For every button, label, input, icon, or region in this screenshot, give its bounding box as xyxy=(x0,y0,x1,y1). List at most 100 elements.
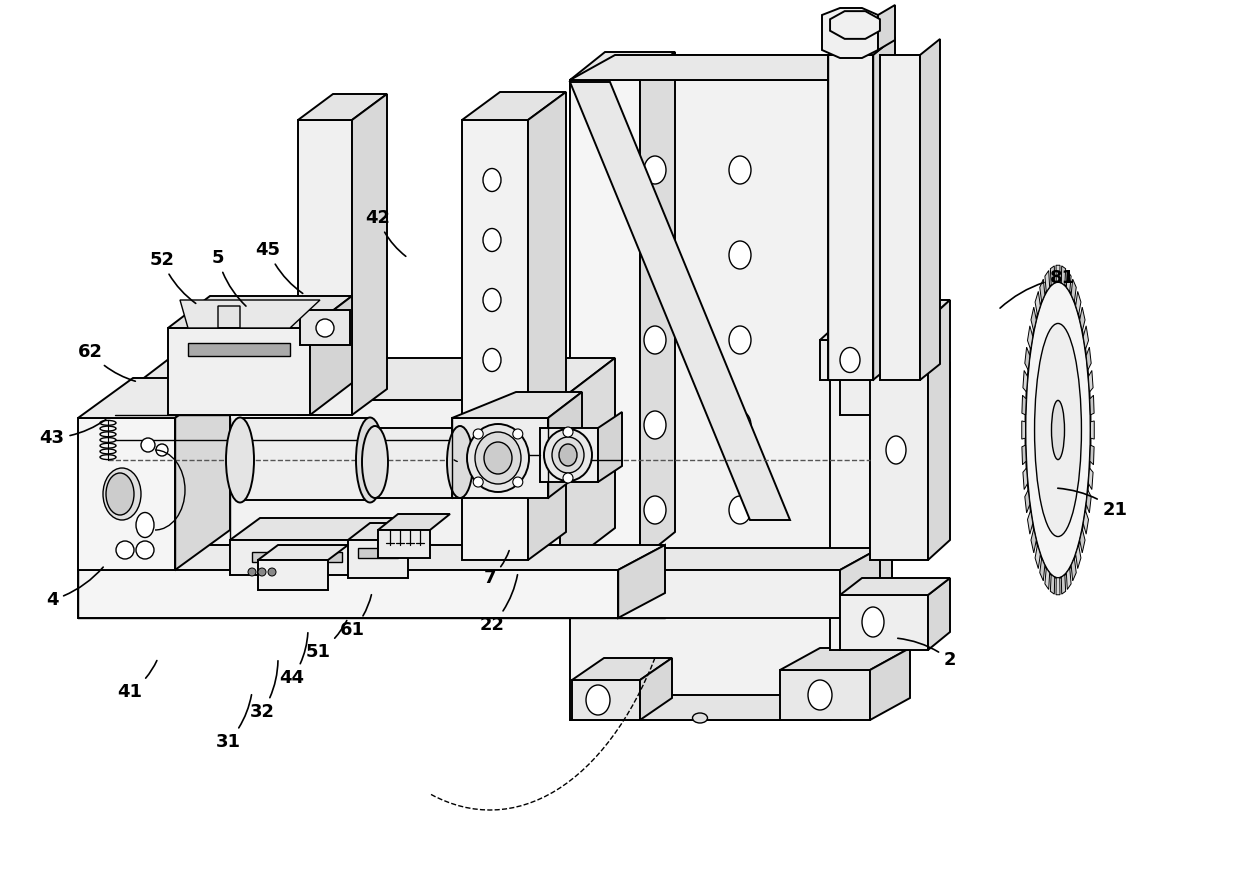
Ellipse shape xyxy=(484,169,501,192)
Circle shape xyxy=(117,541,134,559)
Circle shape xyxy=(513,477,523,487)
Polygon shape xyxy=(1084,326,1089,350)
Polygon shape xyxy=(1056,578,1060,595)
Text: 21: 21 xyxy=(1058,488,1127,519)
Ellipse shape xyxy=(644,411,666,439)
Polygon shape xyxy=(928,362,950,415)
Ellipse shape xyxy=(484,469,501,491)
Polygon shape xyxy=(830,26,880,54)
Polygon shape xyxy=(828,37,895,55)
Polygon shape xyxy=(453,418,548,498)
Polygon shape xyxy=(1040,558,1045,581)
Ellipse shape xyxy=(729,326,751,354)
Polygon shape xyxy=(839,362,950,380)
Polygon shape xyxy=(115,400,560,570)
Text: 61: 61 xyxy=(340,595,372,639)
Polygon shape xyxy=(1066,271,1071,292)
Polygon shape xyxy=(570,52,675,80)
Polygon shape xyxy=(1080,528,1085,553)
Ellipse shape xyxy=(644,496,666,524)
Polygon shape xyxy=(1071,279,1076,302)
Polygon shape xyxy=(378,514,450,530)
Polygon shape xyxy=(1084,511,1089,535)
Circle shape xyxy=(563,427,573,437)
Polygon shape xyxy=(1045,568,1049,590)
Polygon shape xyxy=(1022,445,1027,464)
Polygon shape xyxy=(870,320,928,560)
Polygon shape xyxy=(870,38,892,650)
Polygon shape xyxy=(1022,395,1027,415)
Polygon shape xyxy=(839,380,928,415)
Ellipse shape xyxy=(729,411,751,439)
Polygon shape xyxy=(1061,266,1065,285)
Polygon shape xyxy=(548,392,582,498)
Polygon shape xyxy=(598,412,622,482)
Polygon shape xyxy=(453,392,582,418)
Text: 81: 81 xyxy=(999,269,1075,308)
Polygon shape xyxy=(310,296,352,415)
Polygon shape xyxy=(830,55,870,650)
Polygon shape xyxy=(1050,575,1055,594)
Ellipse shape xyxy=(862,607,884,637)
Polygon shape xyxy=(1090,395,1094,415)
Polygon shape xyxy=(839,578,950,595)
Polygon shape xyxy=(1030,307,1037,331)
Text: 2: 2 xyxy=(898,638,956,669)
Polygon shape xyxy=(1024,347,1030,370)
Polygon shape xyxy=(570,80,640,560)
Polygon shape xyxy=(1056,266,1060,282)
Polygon shape xyxy=(820,340,885,380)
Ellipse shape xyxy=(484,289,501,312)
Ellipse shape xyxy=(587,685,610,715)
Polygon shape xyxy=(572,680,640,720)
Polygon shape xyxy=(78,570,618,618)
Polygon shape xyxy=(870,648,910,720)
Polygon shape xyxy=(348,523,430,540)
Polygon shape xyxy=(167,296,352,328)
Polygon shape xyxy=(839,55,885,720)
Circle shape xyxy=(258,568,267,576)
Polygon shape xyxy=(839,548,880,618)
Polygon shape xyxy=(640,52,675,560)
Polygon shape xyxy=(570,80,839,720)
Ellipse shape xyxy=(644,156,666,184)
Ellipse shape xyxy=(362,426,388,498)
Circle shape xyxy=(268,568,277,576)
Polygon shape xyxy=(229,540,365,575)
Polygon shape xyxy=(374,428,460,498)
Ellipse shape xyxy=(552,437,584,473)
Polygon shape xyxy=(572,658,672,680)
Text: 31: 31 xyxy=(216,694,252,751)
Polygon shape xyxy=(1030,528,1037,553)
Ellipse shape xyxy=(544,429,591,481)
Polygon shape xyxy=(570,82,790,520)
Polygon shape xyxy=(300,310,350,345)
Ellipse shape xyxy=(644,241,666,269)
Polygon shape xyxy=(878,5,895,50)
Ellipse shape xyxy=(105,473,134,515)
Ellipse shape xyxy=(484,442,512,474)
Polygon shape xyxy=(1035,291,1040,315)
Polygon shape xyxy=(570,55,885,80)
Text: 45: 45 xyxy=(255,241,303,293)
Polygon shape xyxy=(1089,370,1094,392)
Polygon shape xyxy=(78,545,665,570)
Ellipse shape xyxy=(356,417,384,503)
Text: 52: 52 xyxy=(150,251,196,304)
Polygon shape xyxy=(560,358,615,570)
Circle shape xyxy=(248,568,255,576)
Polygon shape xyxy=(1028,511,1033,535)
Ellipse shape xyxy=(136,512,154,537)
Polygon shape xyxy=(1086,490,1091,513)
Text: 32: 32 xyxy=(249,661,278,721)
Text: 51: 51 xyxy=(305,621,347,661)
Polygon shape xyxy=(839,595,928,650)
Polygon shape xyxy=(463,92,565,120)
Polygon shape xyxy=(463,120,528,560)
Circle shape xyxy=(316,319,334,337)
Polygon shape xyxy=(820,320,906,340)
Polygon shape xyxy=(928,300,950,560)
Text: 42: 42 xyxy=(366,209,405,257)
Polygon shape xyxy=(1028,326,1033,350)
Polygon shape xyxy=(1086,347,1091,370)
